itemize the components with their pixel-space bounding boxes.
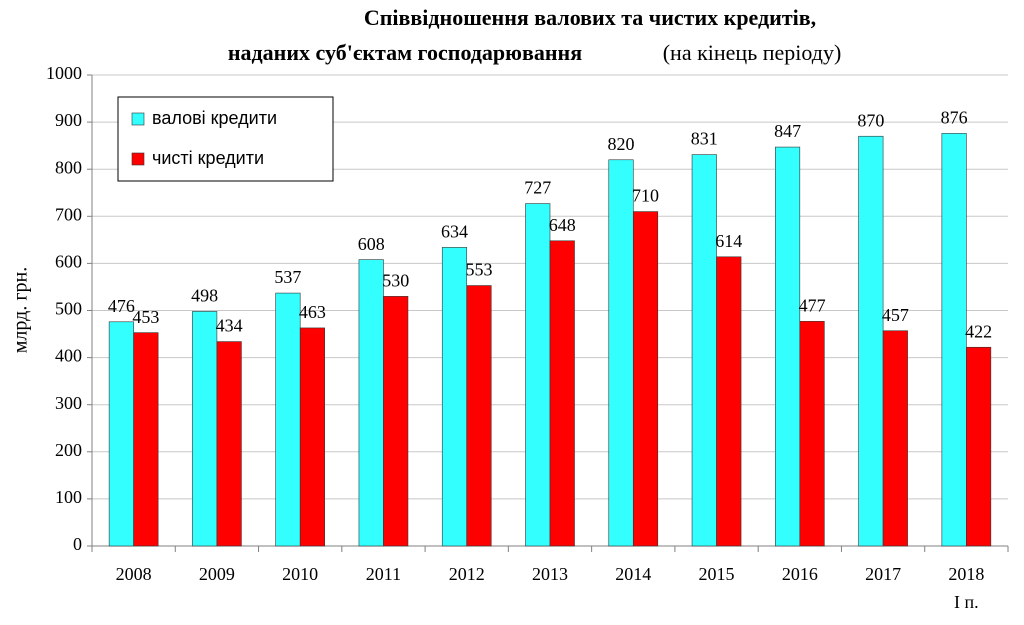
- data-label: 614: [715, 231, 742, 251]
- legend-swatch: [131, 152, 145, 166]
- legend-box: [117, 96, 334, 182]
- x-tick-label: 2008: [116, 564, 152, 584]
- x-tick-label: 2015: [699, 564, 735, 584]
- data-label: 710: [632, 186, 659, 206]
- y-tick-label: 500: [55, 299, 82, 319]
- data-label: 847: [774, 121, 801, 141]
- x-tick-label: 2018: [948, 564, 984, 584]
- bar: [799, 321, 825, 547]
- data-label: 457: [882, 305, 909, 325]
- bar: [525, 203, 551, 547]
- data-label: 553: [465, 260, 492, 280]
- data-label: 727: [524, 178, 551, 198]
- data-label: 434: [216, 316, 243, 336]
- data-label: 870: [857, 110, 884, 130]
- bar: [466, 285, 492, 547]
- y-tick-label: 0: [73, 534, 82, 554]
- y-tick-label: 100: [55, 487, 82, 507]
- bar: [632, 211, 659, 547]
- x-tick-label: 2009: [199, 564, 235, 584]
- bar: [133, 332, 159, 547]
- x-tick-label: 2016: [782, 564, 818, 584]
- x-tick-label: 2011: [366, 564, 401, 584]
- chart-title: наданих суб'єктам господарювання: [228, 40, 582, 65]
- data-label: 422: [965, 321, 992, 341]
- bar: [299, 327, 325, 547]
- data-label: 463: [299, 302, 326, 322]
- chart-title: Співвідношення валових та чистих кредиті…: [364, 5, 816, 30]
- data-label: 453: [132, 307, 159, 327]
- bar: [941, 133, 967, 547]
- bar: [549, 240, 575, 547]
- y-tick-label: 300: [55, 393, 82, 413]
- bar: [441, 247, 468, 547]
- bar: [775, 146, 801, 547]
- data-label: 648: [549, 215, 576, 235]
- data-label: 634: [441, 222, 468, 242]
- legend-label: чисті кредити: [152, 148, 264, 168]
- data-label: 608: [358, 234, 385, 254]
- bar: [216, 341, 242, 547]
- chart-subtitle: (на кінець періоду): [663, 40, 842, 65]
- y-axis-label: млрд. грн.: [10, 267, 32, 353]
- x-tick-label: 2013: [532, 564, 568, 584]
- y-tick-label: 700: [55, 204, 82, 224]
- legend-label: валові кредити: [152, 108, 277, 128]
- x-tick-label: 2012: [449, 564, 485, 584]
- data-label: 477: [799, 295, 826, 315]
- data-label: 530: [382, 270, 409, 290]
- data-label: 820: [608, 134, 635, 154]
- bar: [108, 321, 134, 547]
- data-label: 831: [691, 129, 718, 149]
- x-tick-label: 2017: [865, 564, 901, 584]
- x-tick-label: 2014: [615, 564, 651, 584]
- bar: [691, 154, 717, 547]
- bar: [882, 330, 908, 547]
- legend-swatch: [131, 112, 145, 126]
- bar: [275, 292, 301, 547]
- y-tick-label: 900: [55, 110, 82, 130]
- data-label: 537: [274, 267, 301, 287]
- bar: [192, 311, 218, 547]
- bar: [966, 346, 992, 547]
- y-tick-label: 800: [55, 157, 82, 177]
- bar: [383, 296, 409, 547]
- y-tick-label: 600: [55, 252, 82, 272]
- bar: [858, 135, 884, 547]
- data-label: 476: [108, 296, 135, 316]
- data-label: 498: [191, 286, 218, 306]
- bar: [608, 159, 634, 547]
- x-tick-label: 2010: [282, 564, 318, 584]
- y-tick-label: 200: [55, 440, 82, 460]
- x-category-note: І п.: [954, 592, 979, 612]
- bar: [716, 256, 742, 547]
- y-tick-label: 1000: [46, 63, 82, 83]
- bar: [358, 259, 384, 547]
- data-label: 876: [941, 108, 968, 128]
- y-tick-label: 400: [55, 346, 82, 366]
